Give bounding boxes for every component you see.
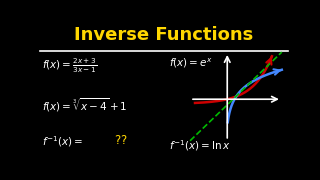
Text: $f^{-1}(x) =$: $f^{-1}(x) =$ — [43, 134, 84, 149]
Text: $f^{-1}(x) = \ln x$: $f^{-1}(x) = \ln x$ — [169, 138, 231, 153]
Text: $f(x) = \frac{2x+3}{3x-1}$: $f(x) = \frac{2x+3}{3x-1}$ — [43, 56, 98, 75]
Text: $f(x) = \sqrt[3]{x-4}+1$: $f(x) = \sqrt[3]{x-4}+1$ — [43, 96, 128, 114]
Text: $??$: $??$ — [115, 134, 128, 147]
Text: Inverse Functions: Inverse Functions — [74, 26, 254, 44]
Text: $f(x) = e^x$: $f(x) = e^x$ — [169, 56, 213, 70]
